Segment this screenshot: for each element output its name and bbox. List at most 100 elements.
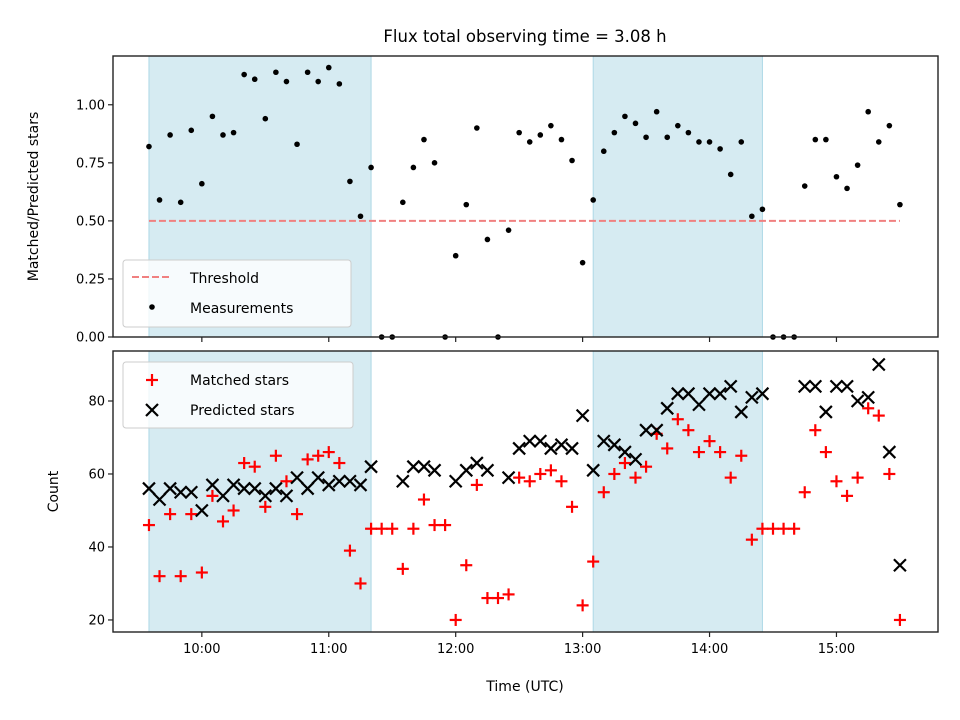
- measurement-point: [315, 78, 321, 85]
- predicted-star-point: [702, 386, 717, 401]
- predicted-star-point: [586, 463, 600, 478]
- y-tick-label: 80: [88, 394, 105, 409]
- predicted-star-point: [279, 489, 294, 503]
- measurement-point: [801, 183, 808, 189]
- matched-star-point: [819, 446, 832, 459]
- measurement-point: [622, 113, 628, 120]
- matched-star-point: [629, 471, 642, 484]
- predicted-star-point: [618, 445, 632, 459]
- matched-star-point: [407, 522, 420, 535]
- predicted-star-point: [205, 478, 220, 492]
- predicted-star-point: [692, 397, 706, 412]
- measurement-point: [844, 185, 850, 192]
- matched-star-point: [703, 435, 716, 448]
- matched-star-point: [555, 475, 568, 488]
- measurements-legend-swatch: [149, 304, 155, 310]
- matched-star-point: [206, 489, 219, 502]
- predicted-star-point: [269, 481, 283, 496]
- bottom-x-ticks: 10:00 11:00 12:00 13:00 14:00 15:00: [183, 632, 855, 657]
- predicted-star-point: [247, 481, 262, 496]
- x-tick-label: 10:00: [183, 642, 220, 657]
- measurement-point: [717, 146, 723, 152]
- measurement-point: [251, 76, 258, 83]
- predicted-star-point: [343, 474, 357, 489]
- measurement-point: [241, 71, 247, 78]
- predicted-star-point: [448, 474, 463, 489]
- predicted-star-point: [596, 434, 611, 448]
- matched-star-point: [566, 500, 579, 513]
- matched-star-point: [682, 424, 695, 437]
- predicted-star-point: [565, 441, 579, 456]
- predicted-star-point: [321, 478, 336, 492]
- measurement-point: [696, 139, 702, 145]
- legend-measurements-label: Measurements: [190, 301, 293, 317]
- predicted-star-point: [649, 423, 664, 437]
- measurement-point: [188, 127, 195, 134]
- top-legend-box: [122, 259, 352, 328]
- measurement-point: [643, 134, 649, 141]
- matched-star-point: [449, 613, 462, 626]
- predicted-star-point: [671, 386, 685, 401]
- predicted-star-point: [216, 489, 230, 503]
- measurement-point: [675, 122, 681, 129]
- predicted-star-point: [406, 459, 421, 474]
- bottom-y-axis-label: Count: [46, 470, 62, 512]
- matched-star-point: [830, 475, 843, 488]
- predicted-star-point: [660, 401, 675, 416]
- predicted-star-point: [163, 481, 177, 496]
- measurement-point: [283, 78, 290, 85]
- matched-star-point: [671, 413, 684, 426]
- predicted-star-point: [893, 558, 907, 572]
- matched-star-point: [238, 457, 251, 470]
- matched-star-point: [893, 613, 906, 626]
- measurement-point: [600, 148, 607, 155]
- predicted-star-point: [470, 456, 484, 470]
- matched-star-point: [174, 570, 187, 583]
- y-tick-label: 60: [88, 467, 105, 482]
- y-tick-label: 0.00: [76, 331, 105, 346]
- measurement-point: [749, 213, 755, 220]
- predicted-star-point: [628, 452, 643, 467]
- matched-star-point: [312, 449, 325, 462]
- matched-star-point: [291, 508, 304, 521]
- top-x-ticks: [201, 337, 838, 342]
- predicted-star-point: [713, 386, 727, 401]
- matched-star-point: [142, 519, 155, 532]
- top-axes-frame: [112, 55, 939, 338]
- predicted-star-point: [808, 379, 823, 394]
- matched-star-point: [280, 475, 293, 488]
- predicted-star-point: [755, 386, 770, 401]
- matched-star-point: [576, 599, 589, 612]
- matched-star-point: [153, 570, 166, 583]
- predicted-star-point: [734, 405, 749, 419]
- measurement-point: [325, 64, 332, 71]
- measurement-point: [897, 201, 903, 208]
- matched-star-point: [460, 559, 473, 572]
- matched-star-point: [862, 402, 875, 415]
- measurement-point: [336, 81, 343, 87]
- predicted-star-point: [290, 470, 304, 485]
- measurement-point: [368, 164, 374, 171]
- predicted-star-point: [480, 463, 495, 478]
- measurement-point: [632, 120, 639, 127]
- matched-star-point: [217, 515, 229, 528]
- y-tick-label: 0.25: [76, 272, 105, 287]
- predicted-star-point: [501, 470, 516, 485]
- matched-star-point: [788, 522, 801, 535]
- predicted-star-point: [311, 470, 325, 485]
- shaded-interval: [592, 55, 763, 338]
- matched-legend-swatch: [146, 374, 158, 386]
- x-tick-label: 13:00: [564, 642, 601, 657]
- predicted-star-point: [850, 394, 865, 408]
- measurement-point: [431, 160, 438, 166]
- measurement-point: [347, 178, 353, 185]
- measurement-point: [400, 199, 406, 206]
- predicted-star-point: [300, 481, 315, 496]
- measurement-point: [548, 122, 554, 129]
- matched-star-point: [767, 522, 779, 535]
- matched-star-point: [841, 489, 854, 502]
- measurement-point: [611, 129, 618, 136]
- matched-star-point: [375, 522, 388, 535]
- chart-title: Flux total observing time = 3.08 h: [383, 27, 666, 46]
